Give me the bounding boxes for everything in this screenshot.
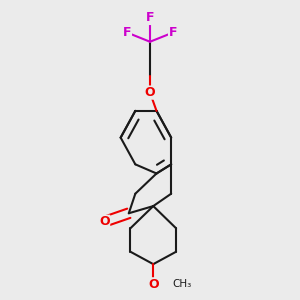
- Text: O: O: [145, 86, 155, 99]
- Text: F: F: [146, 11, 154, 24]
- Text: O: O: [99, 215, 110, 228]
- Text: CH₃: CH₃: [173, 279, 192, 289]
- Text: F: F: [123, 26, 131, 39]
- Text: O: O: [148, 278, 159, 291]
- Text: F: F: [169, 26, 177, 39]
